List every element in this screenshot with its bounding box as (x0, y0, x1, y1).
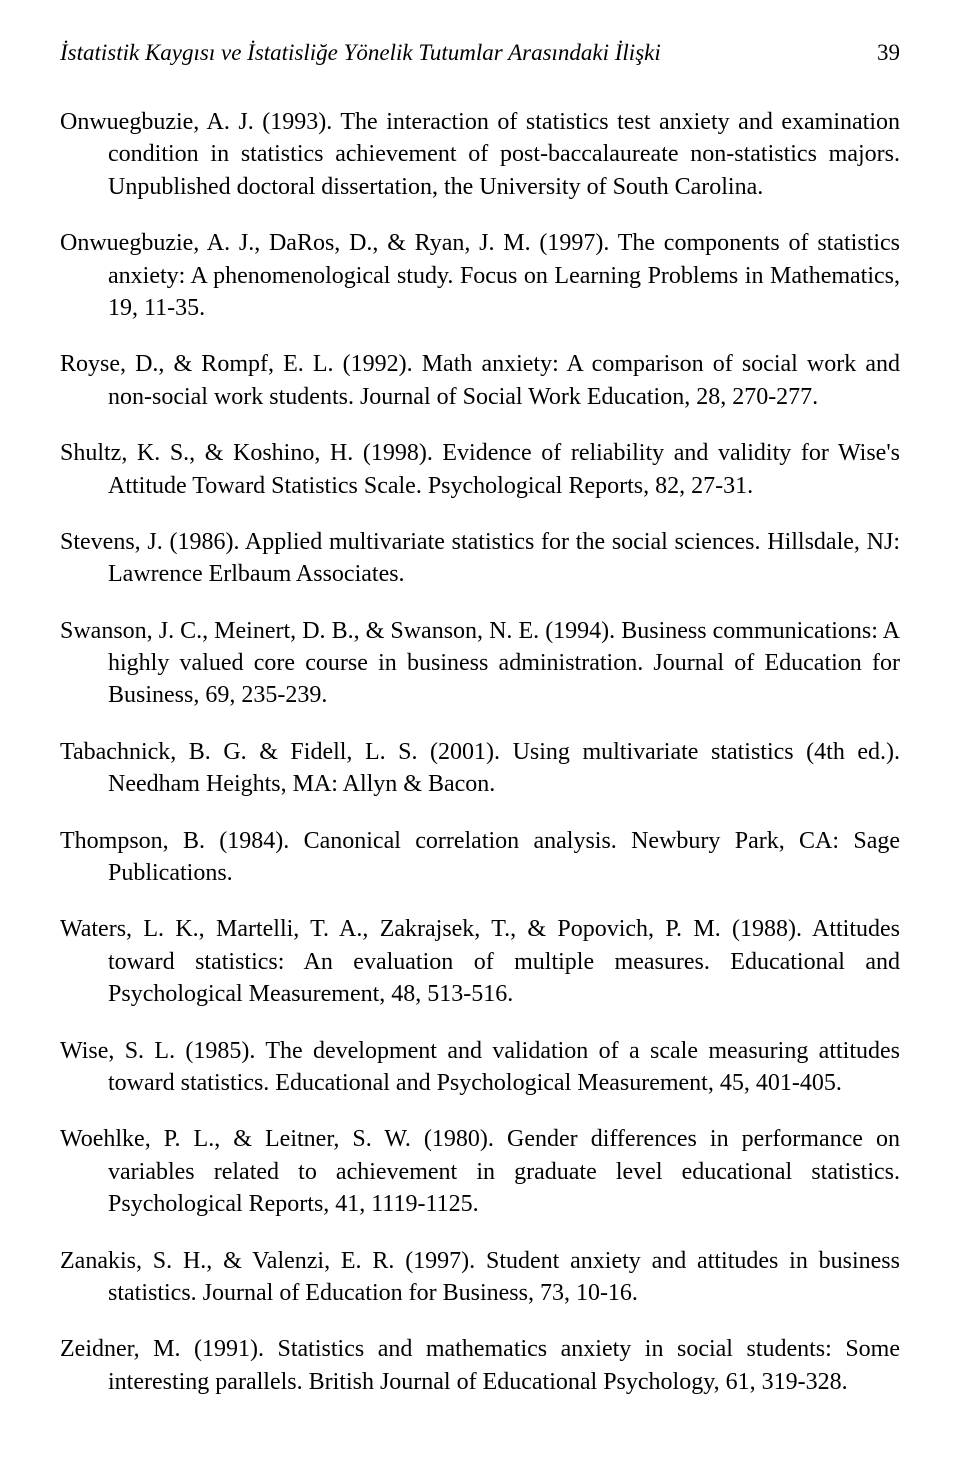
reference-item: Waters, L. K., Martelli, T. A., Zakrajse… (60, 913, 900, 1010)
reference-item: Thompson, B. (1984). Canonical correlati… (60, 825, 900, 890)
running-title: İstatistik Kaygısı ve İstatisliğe Yöneli… (60, 40, 857, 66)
reference-item: Shultz, K. S., & Koshino, H. (1998). Evi… (60, 437, 900, 502)
page-container: İstatistik Kaygısı ve İstatisliğe Yöneli… (0, 0, 960, 1472)
reference-item: Royse, D., & Rompf, E. L. (1992). Math a… (60, 348, 900, 413)
page-header: İstatistik Kaygısı ve İstatisliğe Yöneli… (60, 40, 900, 66)
reference-item: Wise, S. L. (1985). The development and … (60, 1035, 900, 1100)
reference-item: Swanson, J. C., Meinert, D. B., & Swanso… (60, 615, 900, 712)
reference-item: Onwuegbuzie, A. J. (1993). The interacti… (60, 106, 900, 203)
reference-item: Zanakis, S. H., & Valenzi, E. R. (1997).… (60, 1245, 900, 1310)
reference-item: Zeidner, M. (1991). Statistics and mathe… (60, 1333, 900, 1398)
page-number: 39 (877, 40, 900, 66)
reference-item: Woehlke, P. L., & Leitner, S. W. (1980).… (60, 1123, 900, 1220)
reference-item: Tabachnick, B. G. & Fidell, L. S. (2001)… (60, 736, 900, 801)
references-list: Onwuegbuzie, A. J. (1993). The interacti… (60, 106, 900, 1398)
reference-item: Stevens, J. (1986). Applied multivariate… (60, 526, 900, 591)
reference-item: Onwuegbuzie, A. J., DaRos, D., & Ryan, J… (60, 227, 900, 324)
